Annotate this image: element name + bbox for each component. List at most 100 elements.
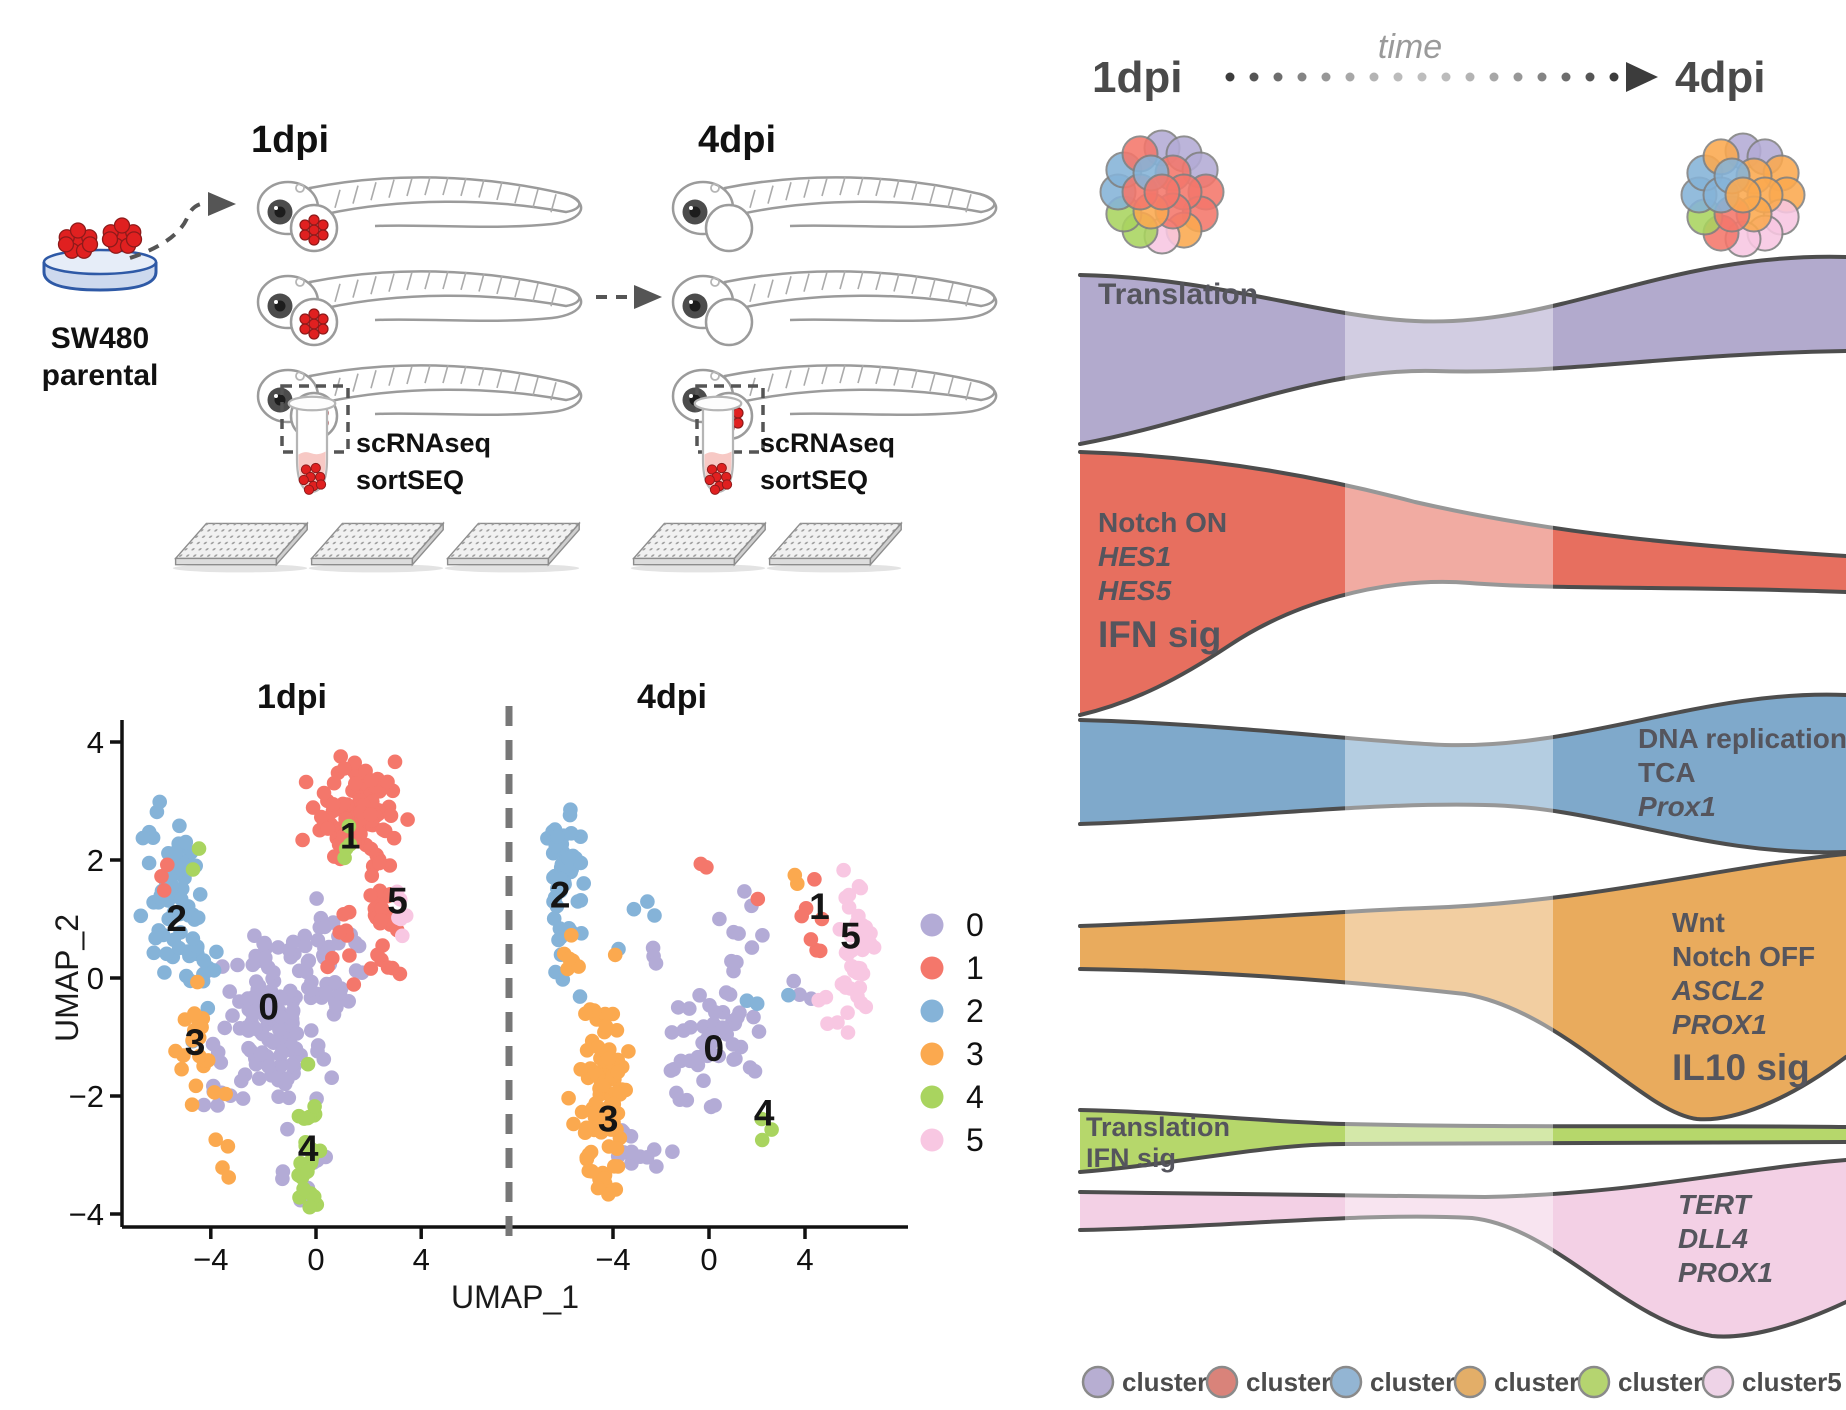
- data-point: [786, 973, 801, 989]
- data-point: [310, 932, 326, 948]
- data-point: [342, 948, 357, 963]
- eye-highlight: [689, 394, 693, 398]
- somite-stroke: [965, 288, 972, 307]
- data-point: [209, 944, 224, 960]
- time-dot: [1513, 72, 1523, 82]
- somite-stroke: [875, 177, 882, 197]
- data-point: [272, 1022, 287, 1037]
- time-dot: [1561, 72, 1571, 82]
- data-point: [590, 1180, 606, 1196]
- time-dot: [1417, 72, 1427, 82]
- somite-stroke: [803, 273, 810, 292]
- legend-swatch: [1577, 1365, 1611, 1399]
- somite-stroke: [334, 283, 341, 303]
- cancer-cell: [317, 323, 329, 335]
- legend-swatch: [920, 1085, 944, 1109]
- data-point: [285, 934, 301, 950]
- cluster-number-label: 0: [258, 987, 279, 1028]
- y-tick-label: 0: [87, 961, 104, 996]
- somite-stroke: [929, 372, 936, 392]
- data-point: [597, 1113, 613, 1128]
- data-point: [230, 957, 245, 973]
- data-point: [787, 867, 803, 883]
- somite-stroke: [893, 367, 900, 386]
- time-dot: [1249, 72, 1259, 82]
- stream-edge: [1078, 1140, 1846, 1174]
- eye-highlight: [689, 300, 693, 304]
- fish-tail: [789, 192, 998, 228]
- data-point: [664, 1025, 680, 1040]
- data-point: [363, 961, 379, 976]
- data-point: [549, 898, 565, 914]
- legend-swatch: [920, 1042, 944, 1066]
- data-point: [295, 832, 310, 848]
- data-point: [663, 1063, 679, 1078]
- data-point: [737, 884, 752, 899]
- zebrafish-larva-icon: [671, 176, 998, 253]
- data-point: [241, 1040, 256, 1056]
- data-point: [398, 908, 414, 923]
- data-point: [836, 862, 851, 878]
- data-point: [702, 998, 717, 1013]
- cluster-number-label: 2: [550, 874, 571, 915]
- somite-stroke: [388, 367, 395, 386]
- data-point: [754, 1111, 769, 1127]
- data-point: [185, 862, 201, 877]
- legend-label: 4: [966, 1079, 984, 1115]
- data-point: [755, 928, 770, 943]
- time-dot: [1345, 72, 1355, 82]
- data-point: [712, 911, 727, 927]
- data-point: [296, 1181, 311, 1197]
- stream-edge: [1078, 254, 1846, 324]
- time-dot: [1321, 72, 1331, 82]
- cluster-color-legend: cluster0 cluster1 cluster2 cluster3 cluster4…: [1081, 1365, 1842, 1399]
- cluster-number-label: 4: [754, 1093, 775, 1134]
- data-point: [337, 850, 352, 866]
- data-point: [205, 1036, 221, 1052]
- blob-cell: [1143, 173, 1181, 211]
- data-point: [320, 821, 336, 836]
- somite-stroke: [821, 365, 828, 385]
- data-point: [383, 808, 399, 823]
- time-dot: [1585, 72, 1595, 82]
- data-point: [161, 911, 176, 927]
- data-point: [187, 1006, 202, 1021]
- cancer-cell: [308, 234, 320, 246]
- data-point: [160, 857, 175, 873]
- legend-swatch: [1453, 1365, 1487, 1399]
- fish-tail: [789, 286, 998, 322]
- cancer-cell: [113, 217, 131, 234]
- data-point: [595, 1078, 611, 1093]
- data-point: [325, 797, 341, 812]
- data-point: [811, 992, 826, 1008]
- data-point: [598, 1018, 614, 1034]
- data-point: [392, 892, 408, 907]
- stream-fill: [1080, 452, 1846, 715]
- data-point: [601, 1051, 617, 1066]
- data-point: [573, 1062, 588, 1077]
- data-point: [168, 1043, 183, 1059]
- data-point: [364, 868, 380, 883]
- somite-stroke: [785, 182, 792, 201]
- data-point: [693, 856, 709, 872]
- otolith: [710, 371, 720, 381]
- stream-label: Translation: [1098, 278, 1258, 311]
- data-point: [241, 1023, 256, 1038]
- data-point: [133, 908, 149, 924]
- data-point: [145, 830, 161, 845]
- data-point: [327, 975, 343, 990]
- y-tick-label: −2: [69, 1079, 104, 1114]
- legend-swatch: [1329, 1365, 1363, 1399]
- somite-stroke: [749, 189, 756, 209]
- data-point: [725, 1037, 741, 1052]
- somite-stroke: [767, 185, 774, 204]
- legend-swatch: [1081, 1365, 1115, 1399]
- stream-label: Prox1: [1638, 791, 1716, 822]
- data-point: [152, 794, 167, 810]
- data-point: [324, 1070, 340, 1085]
- data-point: [159, 946, 174, 962]
- data-point: [191, 841, 207, 856]
- data-point: [148, 930, 163, 946]
- data-point: [192, 1048, 207, 1064]
- cancer-cell: [299, 323, 311, 335]
